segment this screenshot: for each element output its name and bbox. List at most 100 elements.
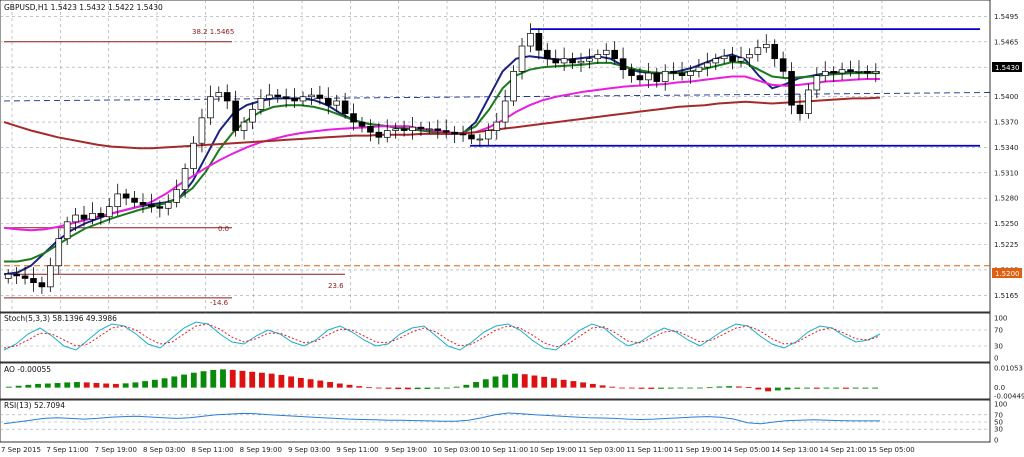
ao-bar [512, 373, 518, 388]
candle-body [645, 72, 652, 81]
ao-bar [784, 387, 791, 390]
ao-bar [726, 386, 733, 388]
ao-bar [648, 387, 655, 389]
ao-bar [200, 371, 207, 388]
candle-body [89, 213, 96, 220]
ao-bar [346, 384, 353, 388]
ao-bar [405, 387, 411, 390]
candle-body [105, 206, 113, 218]
price-tick: 1.5495 [994, 13, 1019, 21]
candle-body [38, 282, 46, 288]
ao-bar [570, 381, 577, 388]
ao-tick: -0.00449 [994, 393, 1024, 401]
price-tick: 1.5465 [994, 38, 1019, 46]
candle-body [367, 125, 374, 133]
fib-label-zero: 0.0 [218, 225, 229, 233]
candle-body [864, 71, 871, 74]
candle-body [855, 71, 863, 73]
ao-bar [132, 382, 139, 388]
candle-body [291, 98, 298, 102]
fib-label-23: 23.6 [328, 282, 344, 290]
candle-body [97, 213, 105, 218]
candles [4, 23, 880, 294]
time-tick: 15 Sep 05:00 [868, 446, 915, 454]
time-tick: 11 Sep 11:00 [626, 446, 673, 454]
ao-bar [589, 383, 596, 388]
candle-body [426, 128, 433, 131]
ma-line-2 [3, 75, 880, 232]
candle-body [754, 47, 762, 55]
time-tick: 11 Sep 03:00 [578, 446, 625, 454]
price-tick: 1.5225 [994, 241, 1019, 249]
ao-bar [706, 387, 713, 389]
ao-bar [220, 369, 226, 388]
rsi-header: RSI(13) 52.7094 [4, 401, 65, 410]
price-tick: 1.5280 [994, 195, 1019, 203]
ao-bar [599, 385, 606, 388]
candle-body [21, 275, 29, 279]
candle-body [720, 55, 728, 60]
ao-bar [83, 382, 90, 388]
ao-bar [765, 387, 771, 392]
candle-body [510, 71, 517, 102]
ao-bar [473, 382, 479, 388]
candle-body [223, 92, 231, 102]
rsi-tick: 100 [994, 401, 1007, 409]
candle-body [156, 206, 164, 209]
ao-bar [502, 374, 509, 388]
stochastic-panel: Stoch(5,3,3) 58.1396 49.3986 [0, 312, 991, 363]
price-tick: 1.5340 [994, 144, 1019, 152]
ao-bar [755, 387, 762, 390]
price-tick: 1.5165 [994, 292, 1019, 300]
time-tick: 7 Sep 2015 [1, 446, 41, 454]
candle-body [47, 265, 54, 288]
price-tick: 1.5400 [994, 93, 1019, 101]
time-tick: 10 Sep 19:00 [530, 446, 577, 454]
time-tick: 8 Sep 11:00 [191, 446, 233, 454]
ao-bar [833, 387, 840, 389]
ao-bar [434, 387, 441, 389]
candle-body [670, 71, 677, 74]
time-tick: 8 Sep 19:00 [240, 446, 282, 454]
candle-body [375, 131, 383, 138]
ao-bar [171, 376, 178, 388]
rsi-tick: 0 [994, 437, 998, 445]
candle-body [518, 45, 526, 72]
ao-bar [35, 383, 41, 388]
candle-body [594, 54, 602, 60]
candle-body [308, 94, 315, 98]
rsi-tick: 70 [994, 411, 1003, 419]
ao-bar [531, 375, 538, 388]
candle-body [468, 134, 475, 140]
candle-body [392, 128, 399, 131]
ao-bar [190, 372, 197, 388]
stoch-tick: 100 [994, 315, 1007, 323]
candle-body [30, 278, 37, 283]
ao-bar [463, 384, 470, 388]
price-tick: 1.5370 [994, 119, 1019, 127]
ao-bar [745, 387, 752, 388]
stoch-signal-line [3, 323, 881, 349]
candle-body [324, 98, 332, 106]
candle-body [476, 138, 484, 141]
candle-body [838, 69, 846, 74]
candle-body [830, 71, 837, 74]
candle-body [63, 221, 71, 240]
candle-body [493, 121, 501, 131]
ao-bar [151, 379, 158, 388]
candle-body [442, 130, 450, 133]
ao-bar [268, 373, 275, 388]
candle-body [266, 94, 273, 99]
candle-body [821, 71, 829, 76]
candle-body [148, 204, 155, 207]
candle-body [695, 66, 703, 72]
drawings [3, 28, 991, 299]
candle-body [805, 89, 812, 114]
ao-bar [15, 385, 22, 388]
stoch-main-line [3, 321, 881, 351]
ao-bar [181, 374, 187, 388]
ao-bar [5, 386, 12, 388]
